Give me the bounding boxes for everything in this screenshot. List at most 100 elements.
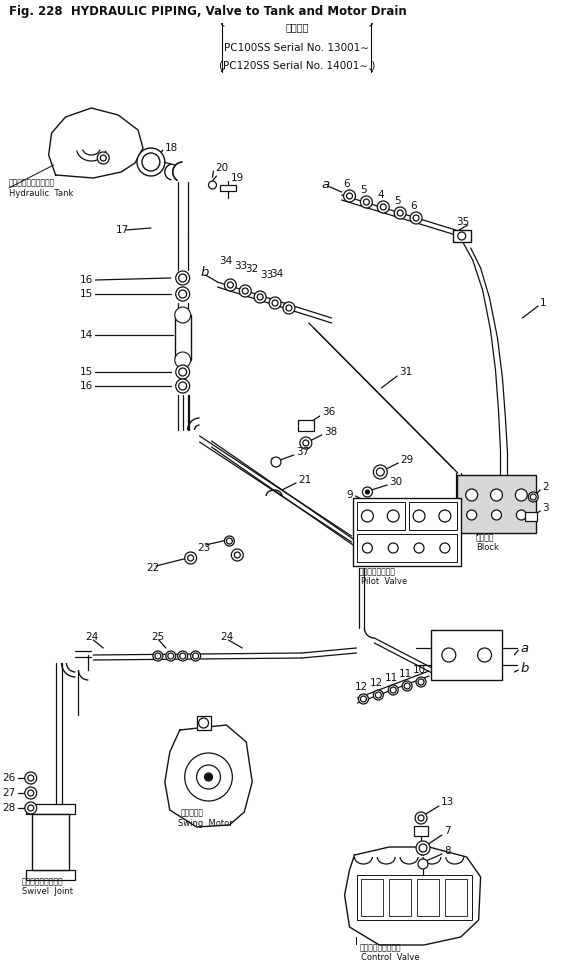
Circle shape bbox=[272, 300, 278, 306]
Circle shape bbox=[376, 468, 384, 476]
Circle shape bbox=[179, 382, 187, 390]
Text: 15: 15 bbox=[80, 289, 94, 299]
Circle shape bbox=[440, 543, 450, 553]
Text: 4: 4 bbox=[377, 190, 384, 200]
Circle shape bbox=[397, 210, 403, 216]
Bar bbox=[409, 502, 457, 530]
Bar bbox=[221, 185, 236, 191]
Text: 27: 27 bbox=[3, 788, 16, 798]
Circle shape bbox=[415, 812, 427, 824]
Circle shape bbox=[179, 290, 187, 298]
Circle shape bbox=[137, 148, 165, 176]
Circle shape bbox=[179, 368, 187, 376]
Text: 22: 22 bbox=[146, 563, 159, 573]
Circle shape bbox=[142, 153, 160, 171]
Text: 11: 11 bbox=[384, 673, 398, 683]
Text: 11: 11 bbox=[399, 669, 412, 679]
Text: b: b bbox=[521, 661, 528, 675]
Text: 29: 29 bbox=[400, 455, 413, 465]
Circle shape bbox=[344, 190, 356, 202]
Text: 36: 36 bbox=[321, 407, 335, 417]
Circle shape bbox=[402, 681, 412, 691]
Circle shape bbox=[180, 653, 185, 659]
Text: 5: 5 bbox=[394, 196, 400, 206]
Circle shape bbox=[458, 232, 466, 240]
Text: Control  Valve: Control Valve bbox=[361, 953, 420, 962]
Circle shape bbox=[365, 490, 369, 494]
Text: コントロールバルブ: コントロールバルブ bbox=[359, 944, 401, 953]
Text: 20: 20 bbox=[215, 163, 229, 173]
Text: 16: 16 bbox=[80, 275, 94, 285]
Text: 13: 13 bbox=[441, 797, 454, 807]
Circle shape bbox=[346, 193, 353, 199]
Text: 25: 25 bbox=[151, 632, 164, 642]
Text: 33: 33 bbox=[260, 270, 274, 280]
Circle shape bbox=[205, 773, 213, 781]
Text: 26: 26 bbox=[3, 773, 16, 783]
Circle shape bbox=[362, 487, 373, 497]
Text: 34: 34 bbox=[270, 269, 284, 279]
Circle shape bbox=[490, 489, 502, 501]
Circle shape bbox=[380, 204, 386, 210]
Circle shape bbox=[231, 549, 243, 561]
Circle shape bbox=[191, 651, 201, 661]
Text: スイベルジョイント: スイベルジョイント bbox=[22, 878, 64, 887]
Text: 9: 9 bbox=[347, 490, 353, 500]
Circle shape bbox=[225, 536, 234, 546]
Circle shape bbox=[176, 287, 189, 301]
Text: 適用号機: 適用号機 bbox=[285, 22, 308, 32]
Text: 7: 7 bbox=[444, 826, 451, 836]
Bar bbox=[390, 879, 411, 916]
Circle shape bbox=[227, 282, 234, 288]
Polygon shape bbox=[345, 847, 481, 945]
Text: Fig. 228  HYDRAULIC PIPING, Valve to Tank and Motor Drain: Fig. 228 HYDRAULIC PIPING, Valve to Tank… bbox=[9, 5, 407, 17]
Circle shape bbox=[25, 802, 37, 814]
Text: ブロック: ブロック bbox=[476, 533, 494, 542]
Circle shape bbox=[358, 694, 369, 704]
Circle shape bbox=[416, 677, 426, 687]
Circle shape bbox=[375, 692, 381, 698]
Circle shape bbox=[387, 510, 399, 522]
Bar bbox=[353, 498, 461, 566]
Circle shape bbox=[418, 859, 428, 869]
Circle shape bbox=[175, 307, 191, 323]
Circle shape bbox=[414, 543, 424, 553]
Circle shape bbox=[388, 543, 398, 553]
Bar bbox=[26, 804, 75, 814]
Text: b: b bbox=[201, 265, 209, 279]
Circle shape bbox=[283, 302, 295, 314]
Text: 32: 32 bbox=[246, 264, 259, 274]
Circle shape bbox=[239, 285, 251, 297]
Text: 2: 2 bbox=[542, 482, 549, 492]
Text: Hydraulic  Tank: Hydraulic Tank bbox=[9, 189, 73, 197]
Circle shape bbox=[257, 294, 263, 300]
Bar bbox=[175, 315, 191, 360]
Circle shape bbox=[300, 437, 312, 449]
Circle shape bbox=[176, 271, 189, 285]
Circle shape bbox=[363, 199, 369, 205]
Text: 31: 31 bbox=[399, 367, 412, 377]
Circle shape bbox=[166, 651, 176, 661]
Circle shape bbox=[362, 543, 373, 553]
Text: Swivel  Joint: Swivel Joint bbox=[22, 888, 73, 896]
Circle shape bbox=[410, 212, 422, 224]
Circle shape bbox=[286, 305, 292, 311]
Text: 5: 5 bbox=[360, 185, 367, 195]
Circle shape bbox=[361, 196, 373, 208]
Circle shape bbox=[303, 440, 309, 446]
Bar bbox=[32, 814, 70, 870]
Circle shape bbox=[234, 552, 240, 558]
Circle shape bbox=[176, 365, 189, 379]
Text: 6: 6 bbox=[410, 201, 416, 211]
Circle shape bbox=[404, 683, 410, 689]
Text: I: I bbox=[356, 937, 358, 947]
Text: 30: 30 bbox=[390, 477, 403, 487]
Circle shape bbox=[439, 510, 451, 522]
Text: 38: 38 bbox=[324, 427, 337, 437]
Text: 8: 8 bbox=[444, 846, 451, 856]
Circle shape bbox=[517, 510, 526, 520]
Circle shape bbox=[373, 690, 383, 700]
Circle shape bbox=[361, 696, 366, 702]
Circle shape bbox=[477, 648, 492, 662]
Circle shape bbox=[226, 538, 232, 544]
